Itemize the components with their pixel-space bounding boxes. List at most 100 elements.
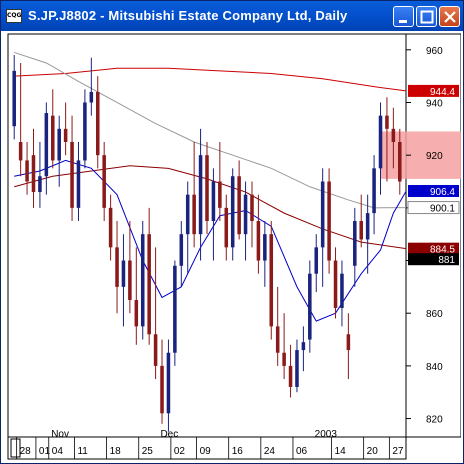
candle-body xyxy=(333,260,338,308)
candle-body xyxy=(256,221,261,261)
x-tick-label: 14 xyxy=(335,446,347,457)
maximize-button[interactable] xyxy=(416,6,437,27)
candle-body xyxy=(237,176,241,235)
candle-body xyxy=(275,326,280,353)
candle-body xyxy=(140,234,145,327)
x-tick-label: 11 xyxy=(77,446,88,457)
x-tick-label: 27 xyxy=(392,446,404,457)
candle-body xyxy=(153,334,158,366)
price-tag-label: 944.4 xyxy=(430,87,455,98)
month-label: 2003 xyxy=(315,429,338,440)
candle-body xyxy=(173,265,177,353)
candle-body xyxy=(224,207,229,248)
candle-body xyxy=(327,181,331,261)
candle-body xyxy=(263,234,267,261)
month-label: Dec xyxy=(160,429,178,440)
candle-body xyxy=(385,115,389,129)
candle-body xyxy=(211,181,216,222)
candle-body xyxy=(269,234,274,327)
chart-app-icon[interactable]: CQG xyxy=(6,9,22,23)
candle-body xyxy=(218,181,222,208)
candle-body xyxy=(166,352,171,414)
candle-body xyxy=(372,168,376,214)
x-axis-panel xyxy=(7,436,407,460)
candle-body xyxy=(243,194,248,235)
candle-body xyxy=(102,155,106,208)
price-tag-box xyxy=(408,184,459,197)
candle-body xyxy=(134,300,139,327)
price-tag-label: 906.4 xyxy=(430,187,455,198)
candle-body xyxy=(115,247,119,287)
y-tick-label: 860 xyxy=(426,309,443,320)
y-tick-label: 960 xyxy=(426,46,443,57)
candle-body xyxy=(314,247,319,274)
price-tag-box xyxy=(408,242,459,255)
title-bar[interactable]: CQG S.JP.J8802 - Mitsubishi Estate Compa… xyxy=(1,1,463,31)
candle-body xyxy=(185,194,190,235)
candle-body xyxy=(198,155,203,235)
y-axis-panel xyxy=(405,33,462,438)
x-tick-label: 09 xyxy=(200,446,212,457)
x-tick-label: 04 xyxy=(52,446,64,457)
candle-body xyxy=(295,350,299,387)
y-tick-label: 920 xyxy=(426,151,443,162)
price-tag-label: 881 xyxy=(438,255,455,266)
maximize-icon xyxy=(420,10,434,24)
candle-body xyxy=(147,234,151,335)
candle-body xyxy=(398,141,402,182)
candle-body xyxy=(63,128,68,142)
price-tag-box xyxy=(408,253,459,266)
candle-body xyxy=(121,260,126,287)
close-button[interactable] xyxy=(439,6,460,27)
candle-body xyxy=(108,207,113,248)
price-chart[interactable]: 960940920900880860840820 280104111825020… xyxy=(5,31,462,461)
candle-body xyxy=(128,260,132,301)
candle-body xyxy=(25,160,29,182)
candle-body xyxy=(192,194,196,235)
candle-body xyxy=(179,234,184,266)
price-tag-label: 884.5 xyxy=(430,245,455,256)
candle-body xyxy=(282,352,286,366)
chart-canvas[interactable]: 960940920900880860840820 280104111825020… xyxy=(5,31,462,461)
close-icon xyxy=(444,11,456,23)
candle-body xyxy=(38,176,42,193)
x-tick-label: 02 xyxy=(174,446,186,457)
candle-body xyxy=(57,128,61,161)
x-tick-label: 20 xyxy=(367,446,379,457)
candle-body xyxy=(44,113,49,177)
candle-body xyxy=(51,115,55,161)
candle-body xyxy=(31,155,36,193)
candle-body xyxy=(365,213,370,240)
candle-body xyxy=(353,221,357,266)
candle-body xyxy=(320,181,325,248)
minimize-icon xyxy=(399,20,407,23)
x-tick-label: 18 xyxy=(110,446,122,457)
axis-corner-box xyxy=(10,438,21,458)
y-tick-label: 820 xyxy=(426,415,443,426)
candle-body xyxy=(301,342,306,351)
moving-average-line xyxy=(14,67,407,92)
candle-body xyxy=(230,176,235,248)
candle-body xyxy=(288,365,293,387)
candle-body xyxy=(70,141,74,208)
candle-body xyxy=(95,91,100,156)
candle-body xyxy=(160,365,164,414)
y-tick-label: 940 xyxy=(426,98,443,109)
minimize-button[interactable] xyxy=(393,6,414,27)
candle-body xyxy=(340,273,344,308)
x-tick-label: 06 xyxy=(296,446,308,457)
y-tick-label: 840 xyxy=(426,362,443,373)
x-tick-label: 28 xyxy=(20,446,32,457)
candle-body xyxy=(83,102,87,161)
candle-body xyxy=(18,141,23,161)
candle-body xyxy=(359,221,363,240)
price-tag-box xyxy=(408,84,459,97)
candle-body xyxy=(308,273,312,340)
month-label: Nov xyxy=(51,429,69,440)
candle-body xyxy=(391,128,396,142)
x-tick-label: 25 xyxy=(142,446,154,457)
candle-body xyxy=(76,160,81,208)
candle-body xyxy=(205,155,209,222)
x-tick-label: 16 xyxy=(232,446,244,457)
